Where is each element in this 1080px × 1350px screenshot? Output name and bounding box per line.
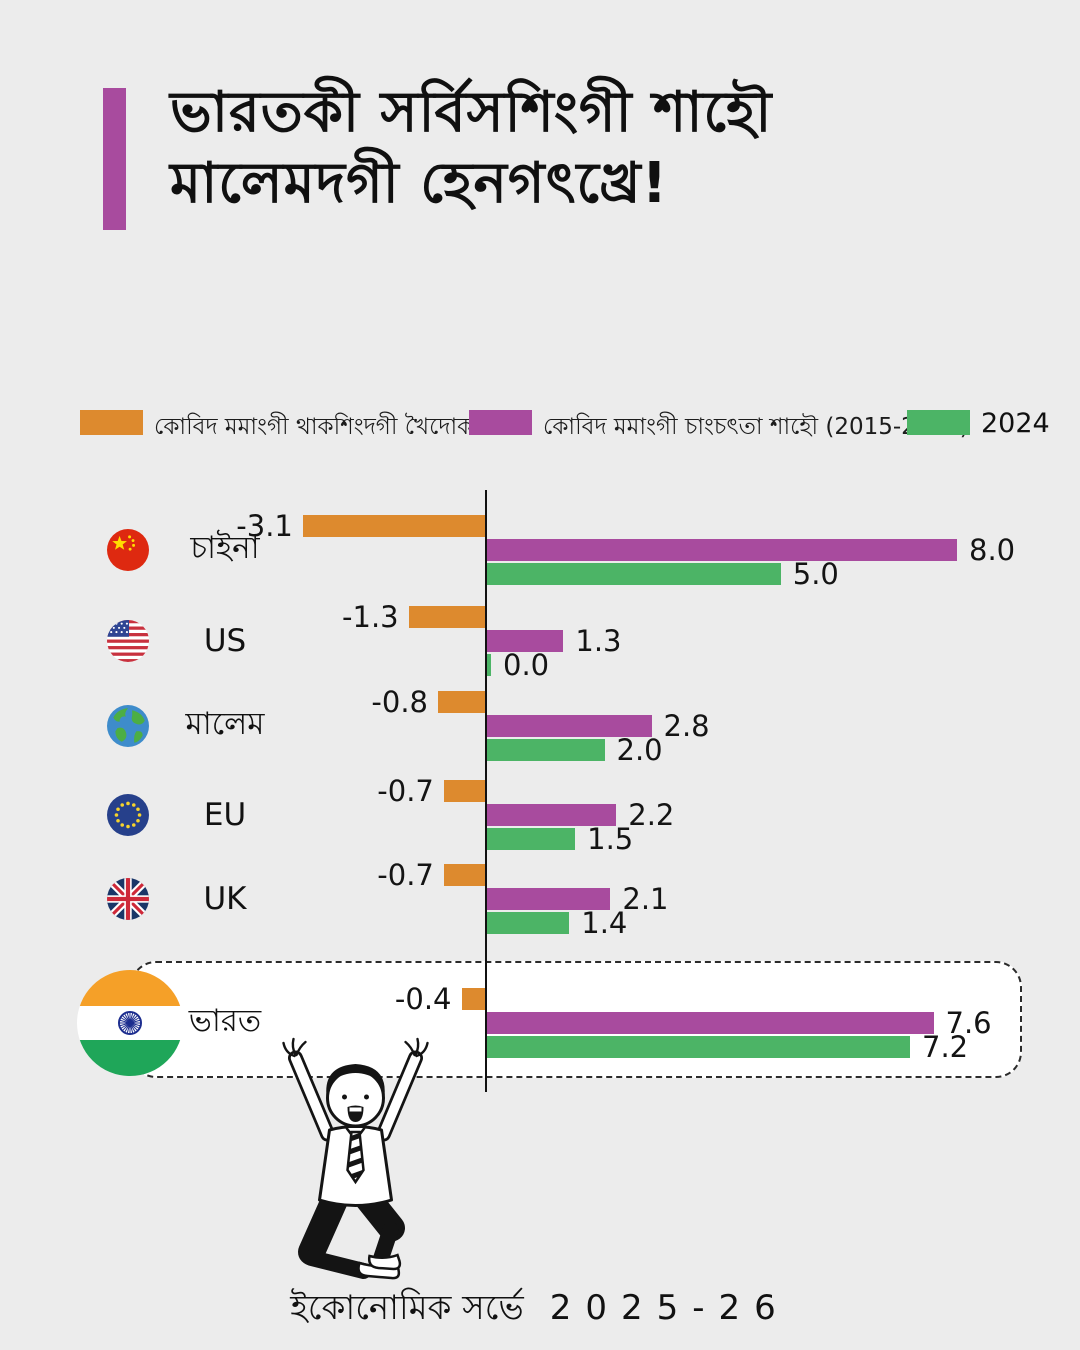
bar-value-eu-series-2: 1.5 [587, 822, 634, 856]
bar-eu-series-2 [487, 828, 576, 850]
bar-value-eu-series-0: -0.7 [377, 774, 434, 808]
row-label-eu: EU [203, 797, 247, 833]
chart-row-us: US -1.3 1.3 0.0 [0, 600, 1080, 682]
page-title: ভারতকী সর্বিসশিংগী শাহৌ মালেমদগী হেনগৎখ্… [170, 78, 1030, 219]
row-label-india: ভারত [188, 1003, 262, 1039]
bar-world-series-2 [487, 739, 605, 761]
row-label-world: মালেম [185, 706, 265, 742]
bar-india-series-0 [461, 988, 485, 1010]
chart-row-india: ভারত -0.4 7.6 7.2 [0, 988, 1080, 1058]
chart-row-uk: UK -0.7 2.1 1.4 [0, 858, 1080, 940]
bar-value-china-series-0: -3.1 [236, 509, 293, 543]
footer-source-text: ইকোনোমিক সর্ভে [290, 1288, 524, 1328]
row-label-china: চাইনা [190, 530, 260, 566]
legend-swatch-1 [469, 410, 532, 435]
bar-value-us-series-0: -1.3 [342, 600, 399, 634]
us-flag-icon [107, 620, 149, 662]
bar-world-series-0 [438, 691, 485, 713]
chart-row-world: মালেম -0.8 2.8 2.0 [0, 685, 1080, 767]
celebrating-person-illustration [282, 1037, 429, 1280]
bar-value-world-series-1: 2.8 [663, 709, 710, 743]
world-flag-icon [107, 705, 149, 747]
footer-source: ইকোনোমিক সর্ভে 2025-26 [0, 1282, 1080, 1339]
bar-value-uk-series-2: 1.4 [581, 906, 628, 940]
bar-us-series-2 [487, 654, 491, 676]
bar-value-india-series-2: 7.2 [922, 1030, 969, 1064]
legend-label-1: কোবিদ মমাংগী চাংচৎতা শাহৌ (2015-2019) [543, 414, 969, 440]
chart-row-eu: EU -0.7 2.2 1.5 [0, 774, 1080, 856]
bar-china-series-0 [302, 515, 485, 537]
eu-flag-icon [107, 794, 149, 836]
bar-value-india-series-0: -0.4 [394, 982, 452, 1016]
bar-us-series-0 [408, 606, 485, 628]
bar-value-us-series-2: 0.0 [503, 648, 550, 682]
china-flag-icon [107, 529, 149, 571]
footer-year: 2025-26 [549, 1288, 790, 1328]
bar-value-uk-series-0: -0.7 [377, 858, 434, 892]
bar-uk-series-1 [487, 888, 611, 910]
india-flag-icon [77, 970, 183, 1076]
row-label-uk: UK [203, 881, 247, 917]
legend-label-2: 2024 [981, 408, 1050, 439]
title-accent-bar [103, 88, 126, 230]
bar-china-series-1 [487, 539, 957, 561]
row-label-us: US [203, 623, 247, 659]
title-line-1: ভারতকী সর্বিসশিংগী শাহৌ [170, 80, 773, 145]
bar-value-world-series-2: 2.0 [616, 733, 663, 767]
bar-world-series-1 [487, 715, 652, 737]
bar-china-series-2 [487, 563, 781, 585]
bar-eu-series-1 [487, 804, 617, 826]
bar-india-series-1 [487, 1012, 934, 1034]
bar-value-us-series-1: 1.3 [575, 624, 622, 658]
bar-value-china-series-2: 5.0 [792, 557, 839, 591]
bar-eu-series-0 [443, 780, 485, 802]
bar-value-china-series-1: 8.0 [969, 533, 1016, 567]
bar-value-uk-series-1: 2.1 [622, 882, 669, 916]
title-line-2: মালেমদগী হেনগৎখ্রে! [170, 150, 669, 216]
legend-swatch-2 [907, 410, 970, 435]
bar-us-series-1 [487, 630, 564, 652]
bar-india-series-2 [487, 1036, 910, 1058]
axis-zero-line [485, 490, 487, 1092]
bar-value-world-series-0: -0.8 [371, 685, 428, 719]
bar-uk-series-2 [487, 912, 570, 934]
bar-uk-series-0 [443, 864, 485, 886]
bar-value-eu-series-1: 2.2 [628, 798, 675, 832]
legend-swatch-0 [80, 410, 143, 435]
legend-label-0: কোবিদ মমাংগী থাকশিংদগী খৈদোকপা [154, 414, 496, 440]
chart-row-china: চাইনা -3.1 8.0 5.0 [0, 509, 1080, 591]
uk-flag-icon [107, 878, 149, 920]
